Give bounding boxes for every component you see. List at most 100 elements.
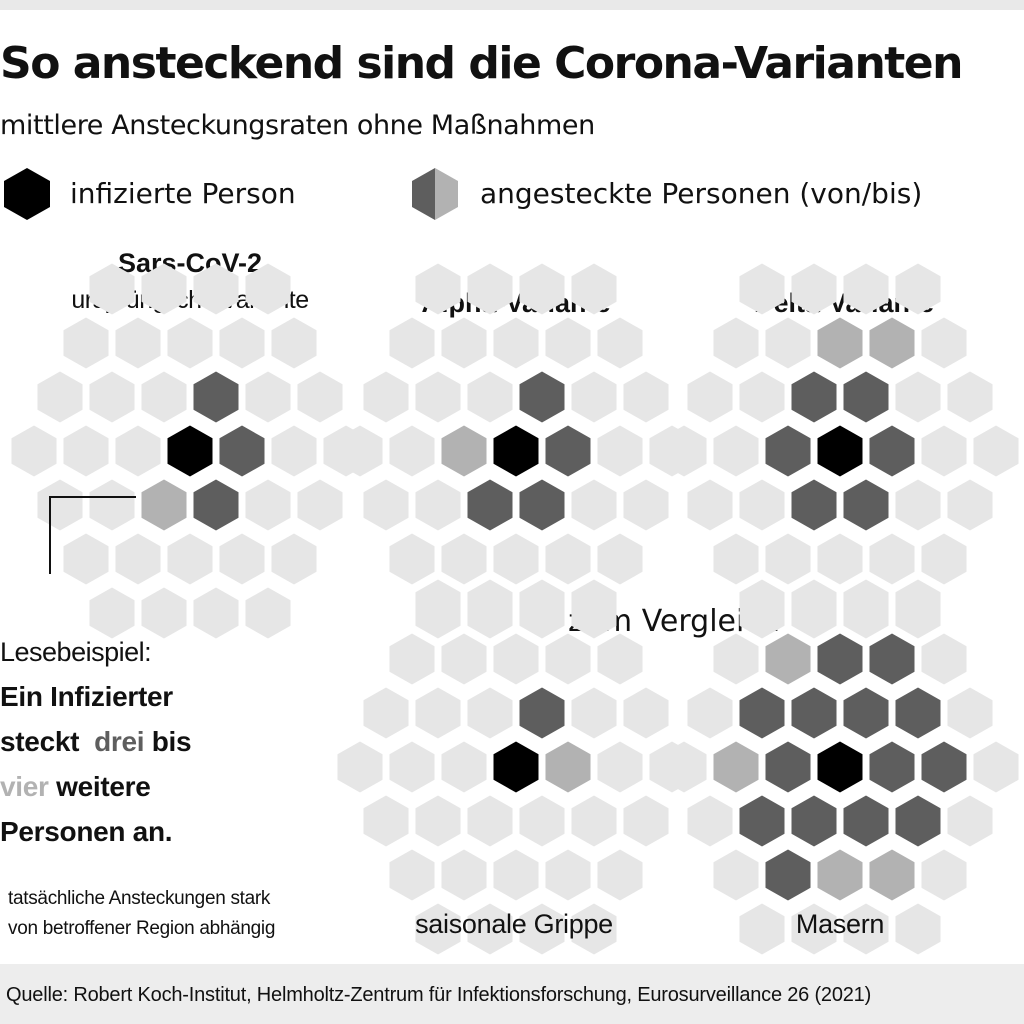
source-text: Quelle: Robert Koch-Institut, Helmholtz-… [6,984,872,1006]
delta-hex-empty [817,533,863,585]
delta-hex-empty [739,479,785,531]
masern-hex-empty [791,903,837,955]
masern-hex-contact-from [895,687,941,739]
delta-hex-empty [921,317,967,369]
alpha-hex-empty [337,425,383,477]
sarscov2-hex-empty [89,371,135,423]
masern-hex-contact-to [869,849,915,901]
alpha-hex-contact-from [545,425,591,477]
grippe-hex-empty [519,903,565,955]
reading-example-label: Lesebeispiel: [0,637,152,667]
sarscov2-hex-empty [63,317,109,369]
grippe-hex-empty [363,687,409,739]
alpha-hex-empty [415,479,461,531]
delta-hex-empty [921,425,967,477]
grid-grippe [337,579,695,955]
grid-alpha [337,263,695,639]
legend-contacts-hexagon-icon [412,168,458,220]
masern-hex-empty [661,741,707,793]
alpha-hex-contact-from [519,479,565,531]
sarscov2-hex-empty [63,533,109,585]
alpha-hex-empty [415,263,461,315]
masern-hex-contact-to [713,741,759,793]
grippe-hex-infected [493,741,539,793]
masern-hex-contact-from [895,795,941,847]
sarscov2-hex-empty [141,263,187,315]
delta-hex-contact-from [869,425,915,477]
sarscov2-hex-empty [245,371,291,423]
delta-hex-empty [687,479,733,531]
delta-hex-empty [869,533,915,585]
alpha-hex-contact-from [467,479,513,531]
delta-hex-contact-to [817,317,863,369]
top-bar [0,0,1024,10]
grippe-hex-empty [441,849,487,901]
sarscov2-hex-contact-from [193,479,239,531]
grippe-hex-empty [441,741,487,793]
reading-line-2: steckt drei bis [0,719,250,764]
delta-hex-empty [843,263,889,315]
masern-hex-empty [921,849,967,901]
sarscov2-hex-empty [115,317,161,369]
reading-example-leader-line [49,496,136,574]
delta-hex-empty [661,425,707,477]
grippe-hex-empty [597,849,643,901]
masern-hex-empty [739,903,785,955]
alpha-hex-empty [389,533,435,585]
grippe-hex-empty [389,741,435,793]
grippe-hex-empty [623,687,669,739]
reading-word-vier: vier [0,771,49,802]
sarscov2-hex-empty [167,317,213,369]
grippe-label: saisonale Grippe [415,909,613,939]
masern-hex-empty [687,687,733,739]
page-title: So ansteckend sind die Corona-Varianten [0,38,963,89]
footnote: tatsächliche Ansteckungen stark von betr… [8,884,328,944]
masern-hex-empty [947,687,993,739]
delta-hex-contact-to [869,317,915,369]
grippe-hex-empty [571,795,617,847]
grippe-hex-empty [467,903,513,955]
masern-hex-empty [843,579,889,631]
delta-hex-empty [765,533,811,585]
alpha-hex-empty [597,425,643,477]
sarscov2-hex-empty [141,587,187,639]
delta-hex-contact-from [765,425,811,477]
alpha-hex-empty [493,317,539,369]
delta-hex-empty [973,425,1019,477]
masern-hex-empty [947,795,993,847]
masern-hex-empty [843,903,889,955]
grippe-hex-empty [337,741,383,793]
grippe-hex-empty [415,687,461,739]
masern-label: Masern [795,909,885,939]
page-subtitle: mittlere Ansteckungsraten ohne Maßnahmen [0,110,595,141]
grippe-hex-empty [623,795,669,847]
delta-hex-empty [739,263,785,315]
masern-hex-contact-to [765,633,811,685]
masern-hex-empty [687,795,733,847]
sarscov2-hex-empty [193,263,239,315]
alpha-hex-empty [623,479,669,531]
grippe-hex-empty [441,633,487,685]
delta-hex-empty [765,317,811,369]
masern-hex-contact-from [791,795,837,847]
grippe-hex-empty [571,579,617,631]
delta-hex-empty [791,263,837,315]
sarscov2-hex-empty [297,371,343,423]
footnote-line-2: von betroffener Region abhängig [8,918,276,939]
legend-contacts-label: angesteckte Personen (von/bis) [480,177,923,210]
masern-hex-contact-from [739,795,785,847]
sarscov2-hex-empty [141,371,187,423]
sarscov2-hex-empty [245,263,291,315]
alpha-hex-empty [441,317,487,369]
masern-hex-contact-from [843,795,889,847]
alpha-hex-empty [467,371,513,423]
alpha-hex-empty [493,533,539,585]
sarscov2-hex-infected [167,425,213,477]
delta-hex-empty [947,371,993,423]
delta-hex-empty [713,317,759,369]
masern-hex-contact-from [765,741,811,793]
grippe-hex-empty [545,849,591,901]
sarscov2-hex-empty [297,479,343,531]
delta-hex-contact-from [843,371,889,423]
